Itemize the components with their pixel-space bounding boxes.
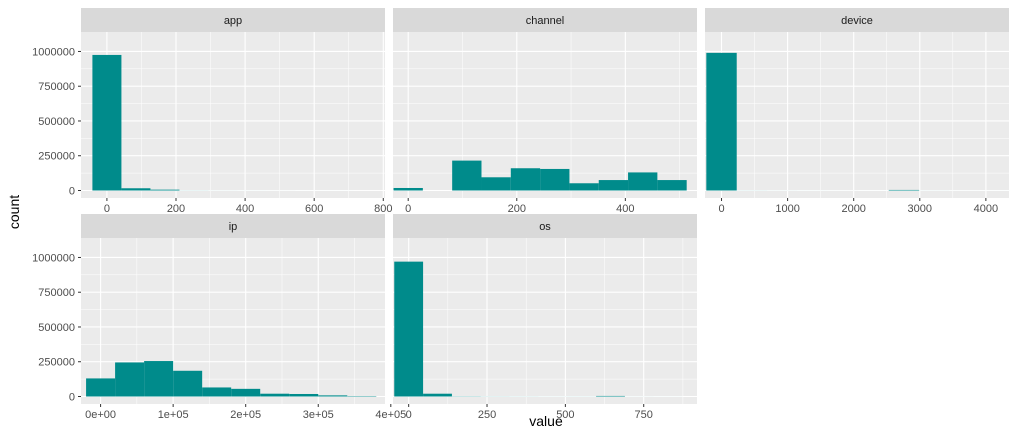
x-tick-label: 1000: [775, 203, 799, 215]
histogram-bar: [888, 189, 920, 191]
y-tick-label: 750000: [38, 81, 75, 93]
histogram-bar: [394, 261, 424, 397]
y-tick-label: 750000: [38, 287, 75, 299]
facet-strip-label: os: [539, 221, 551, 233]
histogram-bar: [628, 172, 658, 191]
facet-strip-label: app: [224, 15, 242, 27]
x-tick-label: 200: [167, 203, 185, 215]
y-tick-label: 0: [69, 185, 75, 197]
x-tick-label: 400: [616, 203, 634, 215]
x-tick-label: 400: [236, 203, 254, 215]
facet-strip-label: channel: [526, 15, 565, 27]
y-tick-label: 1000000: [32, 252, 75, 264]
panel-background: [393, 238, 697, 404]
histogram-bar: [115, 362, 145, 397]
y-tick-label: 0: [69, 391, 75, 403]
x-tick-label: 0: [104, 203, 110, 215]
facet-os: os 0 250 500 750: [393, 214, 697, 421]
x-tick-label: 600: [305, 203, 323, 215]
x-tick-label: 2000: [841, 203, 865, 215]
facet-strip: [81, 8, 385, 32]
x-tick-label: 200: [508, 203, 526, 215]
histogram-bar: [231, 388, 261, 397]
x-tick-label: 0e+00: [85, 409, 116, 421]
x-tick-label: 500: [556, 409, 574, 421]
histogram-bar: [86, 378, 116, 397]
facet-strip: [81, 214, 385, 238]
histogram-bar: [144, 361, 174, 397]
histogram-bar: [121, 188, 151, 191]
y-tick-label: 250000: [38, 151, 75, 163]
histogram-bar: [423, 393, 452, 397]
x-tick-label: 750: [635, 409, 653, 421]
facet-device: device 0 1000 2000 3000 4000: [705, 8, 1011, 215]
x-tick-label: 4e+05: [375, 409, 406, 421]
histogram-bar: [598, 180, 629, 191]
histogram-bar: [657, 180, 687, 191]
x-tick-label: 0: [718, 203, 724, 215]
x-tick-label: 0: [405, 203, 411, 215]
histogram-bar: [596, 395, 625, 397]
histogram-bar: [452, 160, 482, 191]
histogram-bar: [510, 168, 541, 191]
facet-ip: ip 0e+00 1e+05 2e+05 3e+05 4e+05 0 250000 500000…: [32, 214, 406, 421]
facet-strip: [705, 8, 1009, 32]
histogram-bar: [289, 393, 319, 397]
x-tick-label: 0: [406, 409, 412, 421]
facet-app: app 0 200 400 600 800 0 250000 500000 750000 10000…: [32, 8, 392, 215]
x-tick-label: 800: [374, 203, 392, 215]
x-axis-title: value: [529, 413, 563, 429]
y-tick-label: 500000: [38, 116, 75, 128]
histogram-bar: [92, 54, 122, 191]
histogram-bar: [260, 393, 290, 397]
facet-strip: [393, 214, 697, 238]
histogram-bar: [540, 168, 570, 191]
y-tick-label: 250000: [38, 357, 75, 369]
x-tick-label: 1e+05: [158, 409, 189, 421]
histogram-bar: [150, 189, 180, 191]
x-tick-label: 4000: [974, 203, 998, 215]
facet-strip-label: device: [841, 15, 873, 27]
histogram-bar: [202, 387, 232, 397]
histogram-bar: [481, 177, 511, 191]
histogram-bar: [318, 395, 348, 397]
x-tick-label: 2e+05: [230, 409, 261, 421]
histogram-bar: [706, 52, 737, 191]
facet-channel: channel 0 200 400: [393, 8, 697, 215]
x-tick-label: 3e+05: [303, 409, 334, 421]
histogram-bar: [393, 187, 423, 191]
x-tick-label: 3000: [908, 203, 932, 215]
facet-strip: [393, 8, 697, 32]
histogram-bar: [173, 370, 203, 397]
y-tick-label: 1000000: [32, 46, 75, 58]
y-tick-label: 500000: [38, 322, 75, 334]
histogram-bar: [569, 183, 599, 191]
y-axis-title: count: [6, 195, 22, 229]
panel-background: [705, 32, 1009, 198]
facet-strip-label: ip: [229, 221, 238, 233]
x-tick-label: 250: [478, 409, 496, 421]
panel-background: [81, 32, 385, 198]
